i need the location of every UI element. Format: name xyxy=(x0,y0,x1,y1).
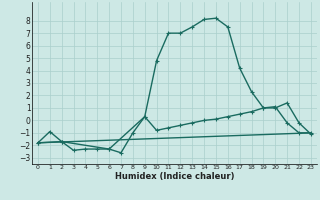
X-axis label: Humidex (Indice chaleur): Humidex (Indice chaleur) xyxy=(115,172,234,181)
